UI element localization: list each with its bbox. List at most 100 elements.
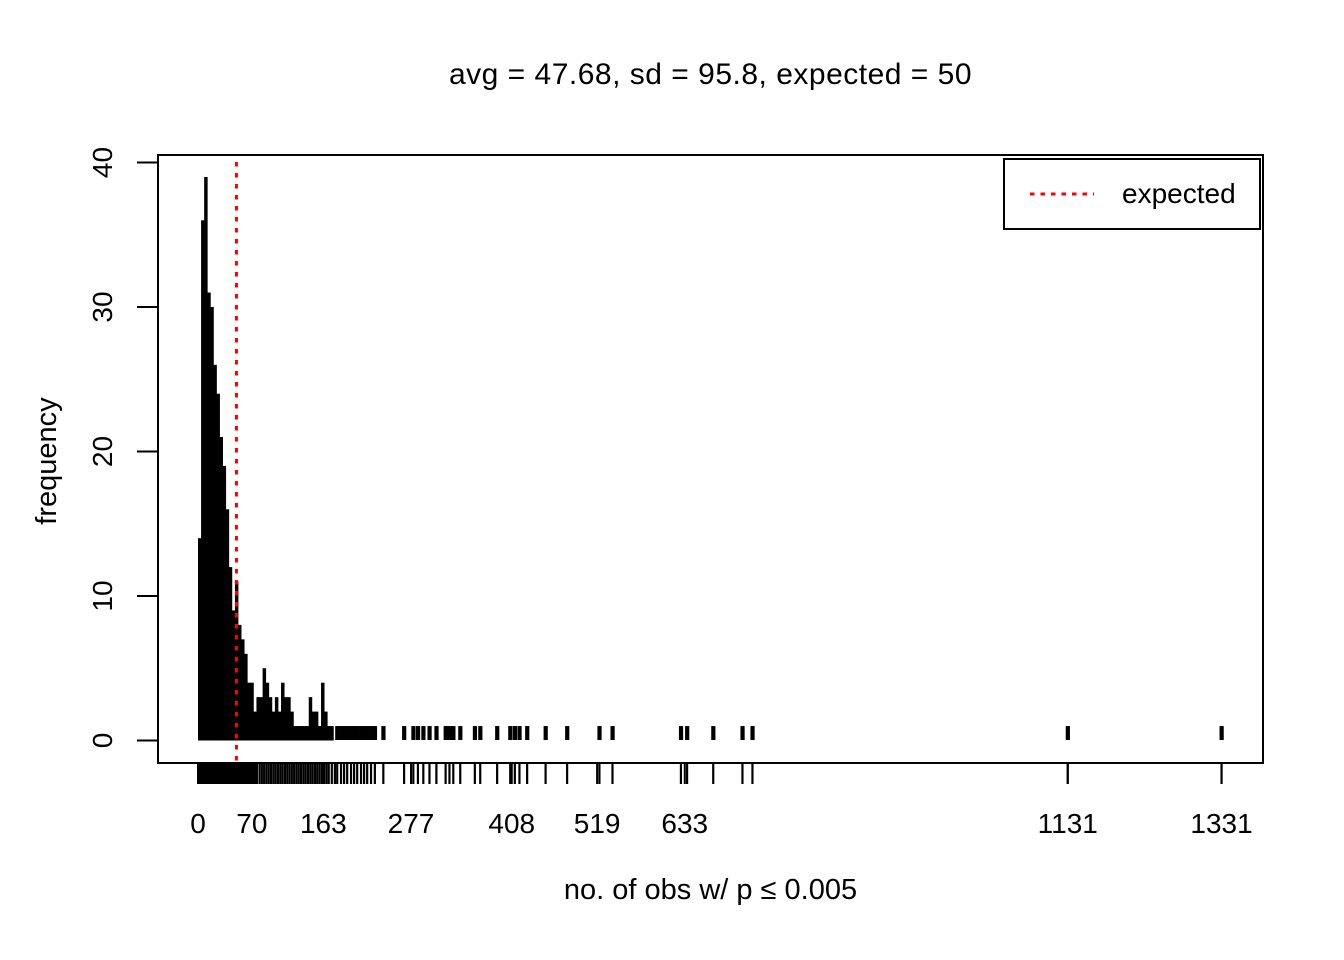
histogram-bar-single — [369, 726, 374, 740]
histogram-bar-single — [472, 726, 478, 740]
histogram-bar — [284, 697, 288, 741]
histogram-bar-single — [512, 726, 518, 740]
x-tick-label: 163 — [300, 808, 347, 839]
y-tick-label: 30 — [87, 291, 118, 322]
histogram-bar-single — [427, 726, 432, 740]
x-tick-label: 1331 — [1190, 808, 1252, 839]
histogram-bar — [308, 697, 313, 741]
histogram-bar — [327, 726, 331, 741]
histogram-bar — [219, 437, 224, 741]
histogram-bar — [277, 711, 282, 741]
histogram-bar-single — [362, 726, 367, 740]
histogram-bar-single — [678, 726, 684, 740]
histogram-bar-single — [685, 726, 690, 740]
histogram-bar-single — [359, 726, 364, 740]
histogram-bar-single — [415, 726, 421, 740]
histogram-bar-single — [597, 726, 602, 740]
histogram-bar-single — [740, 726, 745, 740]
histogram-bar — [247, 682, 251, 741]
histogram-bar — [317, 726, 322, 741]
axes — [137, 161, 1223, 784]
histogram-bar-single — [365, 726, 370, 740]
histogram-bar — [198, 538, 202, 741]
histogram-bar-single — [525, 726, 530, 740]
histogram-bar — [207, 292, 211, 741]
histogram-bar-single — [565, 726, 570, 740]
histogram-bar — [244, 653, 248, 741]
histogram-bar — [281, 682, 285, 741]
histogram-bar — [225, 509, 230, 741]
legend-label: expected — [1122, 178, 1236, 209]
histogram-bar — [228, 567, 233, 741]
histogram-bar-single — [434, 726, 439, 740]
x-tick-label: 70 — [236, 808, 267, 839]
histogram-bar-single — [508, 726, 513, 740]
axis-tick-labels: 0 10 20 30 40 0 70 163 277 408 519 633 1131 1331 — [87, 147, 1253, 839]
histogram-bar-single — [478, 726, 483, 740]
histogram-bar — [296, 726, 300, 741]
histogram-bar — [274, 697, 279, 741]
histogram-bar — [324, 711, 328, 741]
histogram-bar-single — [355, 726, 360, 740]
histogram-bar — [237, 624, 242, 741]
histogram-bar-single — [495, 726, 500, 740]
histogram-bar-single — [1219, 726, 1224, 740]
histogram-bar — [265, 682, 270, 741]
x-tick-label: 1131 — [1038, 808, 1098, 839]
histogram-bar — [330, 726, 334, 741]
histogram-bar-single — [458, 726, 463, 740]
histogram-bar — [293, 726, 297, 741]
histogram-bar-single — [1065, 726, 1070, 740]
y-tick-label: 0 — [87, 733, 118, 749]
histogram-bar — [287, 697, 291, 741]
histogram-bar — [305, 726, 310, 741]
chart-title: avg = 47.68, sd = 95.8, expected = 50 — [448, 58, 973, 91]
histogram-bar-single — [339, 726, 344, 740]
histogram-bar-single — [381, 726, 386, 740]
y-tick-label: 10 — [87, 580, 118, 611]
legend: expected — [1003, 158, 1261, 230]
histogram-bar-single — [411, 726, 416, 740]
x-tick-label: 408 — [488, 808, 535, 839]
histogram-bar — [299, 726, 303, 741]
histogram-bars — [198, 176, 1224, 741]
histogram-bar — [213, 364, 217, 741]
x-tick-label: 277 — [388, 808, 435, 839]
histogram-bar-single — [447, 726, 452, 740]
histogram-bar-single — [421, 726, 426, 740]
histogram-bar — [204, 176, 208, 741]
histogram-bar — [222, 465, 227, 741]
rug-marks — [198, 764, 1223, 784]
histogram-bar-single — [750, 726, 755, 740]
histogram-bar — [314, 711, 319, 741]
x-tick-label: 633 — [661, 808, 708, 839]
histogram-bar-single — [372, 726, 378, 740]
x-tick-label: 0 — [190, 808, 206, 839]
histogram-bar-single — [349, 726, 354, 740]
histogram-bar — [259, 697, 263, 741]
histogram-bar-single — [711, 726, 716, 740]
histogram-bar — [311, 711, 316, 741]
histogram-bar — [268, 697, 273, 741]
histogram-bar — [201, 220, 205, 741]
histogram-bar — [321, 682, 325, 741]
histogram-bar — [231, 610, 236, 741]
expected-line-legend-icon — [1030, 192, 1094, 196]
histogram-bar — [250, 682, 254, 741]
histogram-bar — [256, 697, 260, 741]
histogram-bar-single — [402, 726, 407, 740]
rug-band — [198, 764, 258, 784]
histogram-bar — [241, 639, 245, 741]
histogram-bar-single — [451, 726, 456, 740]
histogram-bar-single — [543, 726, 548, 740]
histogram-bar — [302, 726, 307, 741]
histogram-bar — [216, 393, 220, 741]
x-tick-label: 519 — [574, 808, 621, 839]
x-axis-title: no. of obs w/ p ≤ 0.005 — [563, 874, 858, 906]
histogram-bar-single — [517, 726, 522, 740]
histogram-bar — [271, 711, 276, 741]
histogram-bar — [210, 307, 214, 741]
y-tick-label: 20 — [87, 436, 118, 467]
histogram-bar-single — [342, 726, 347, 740]
